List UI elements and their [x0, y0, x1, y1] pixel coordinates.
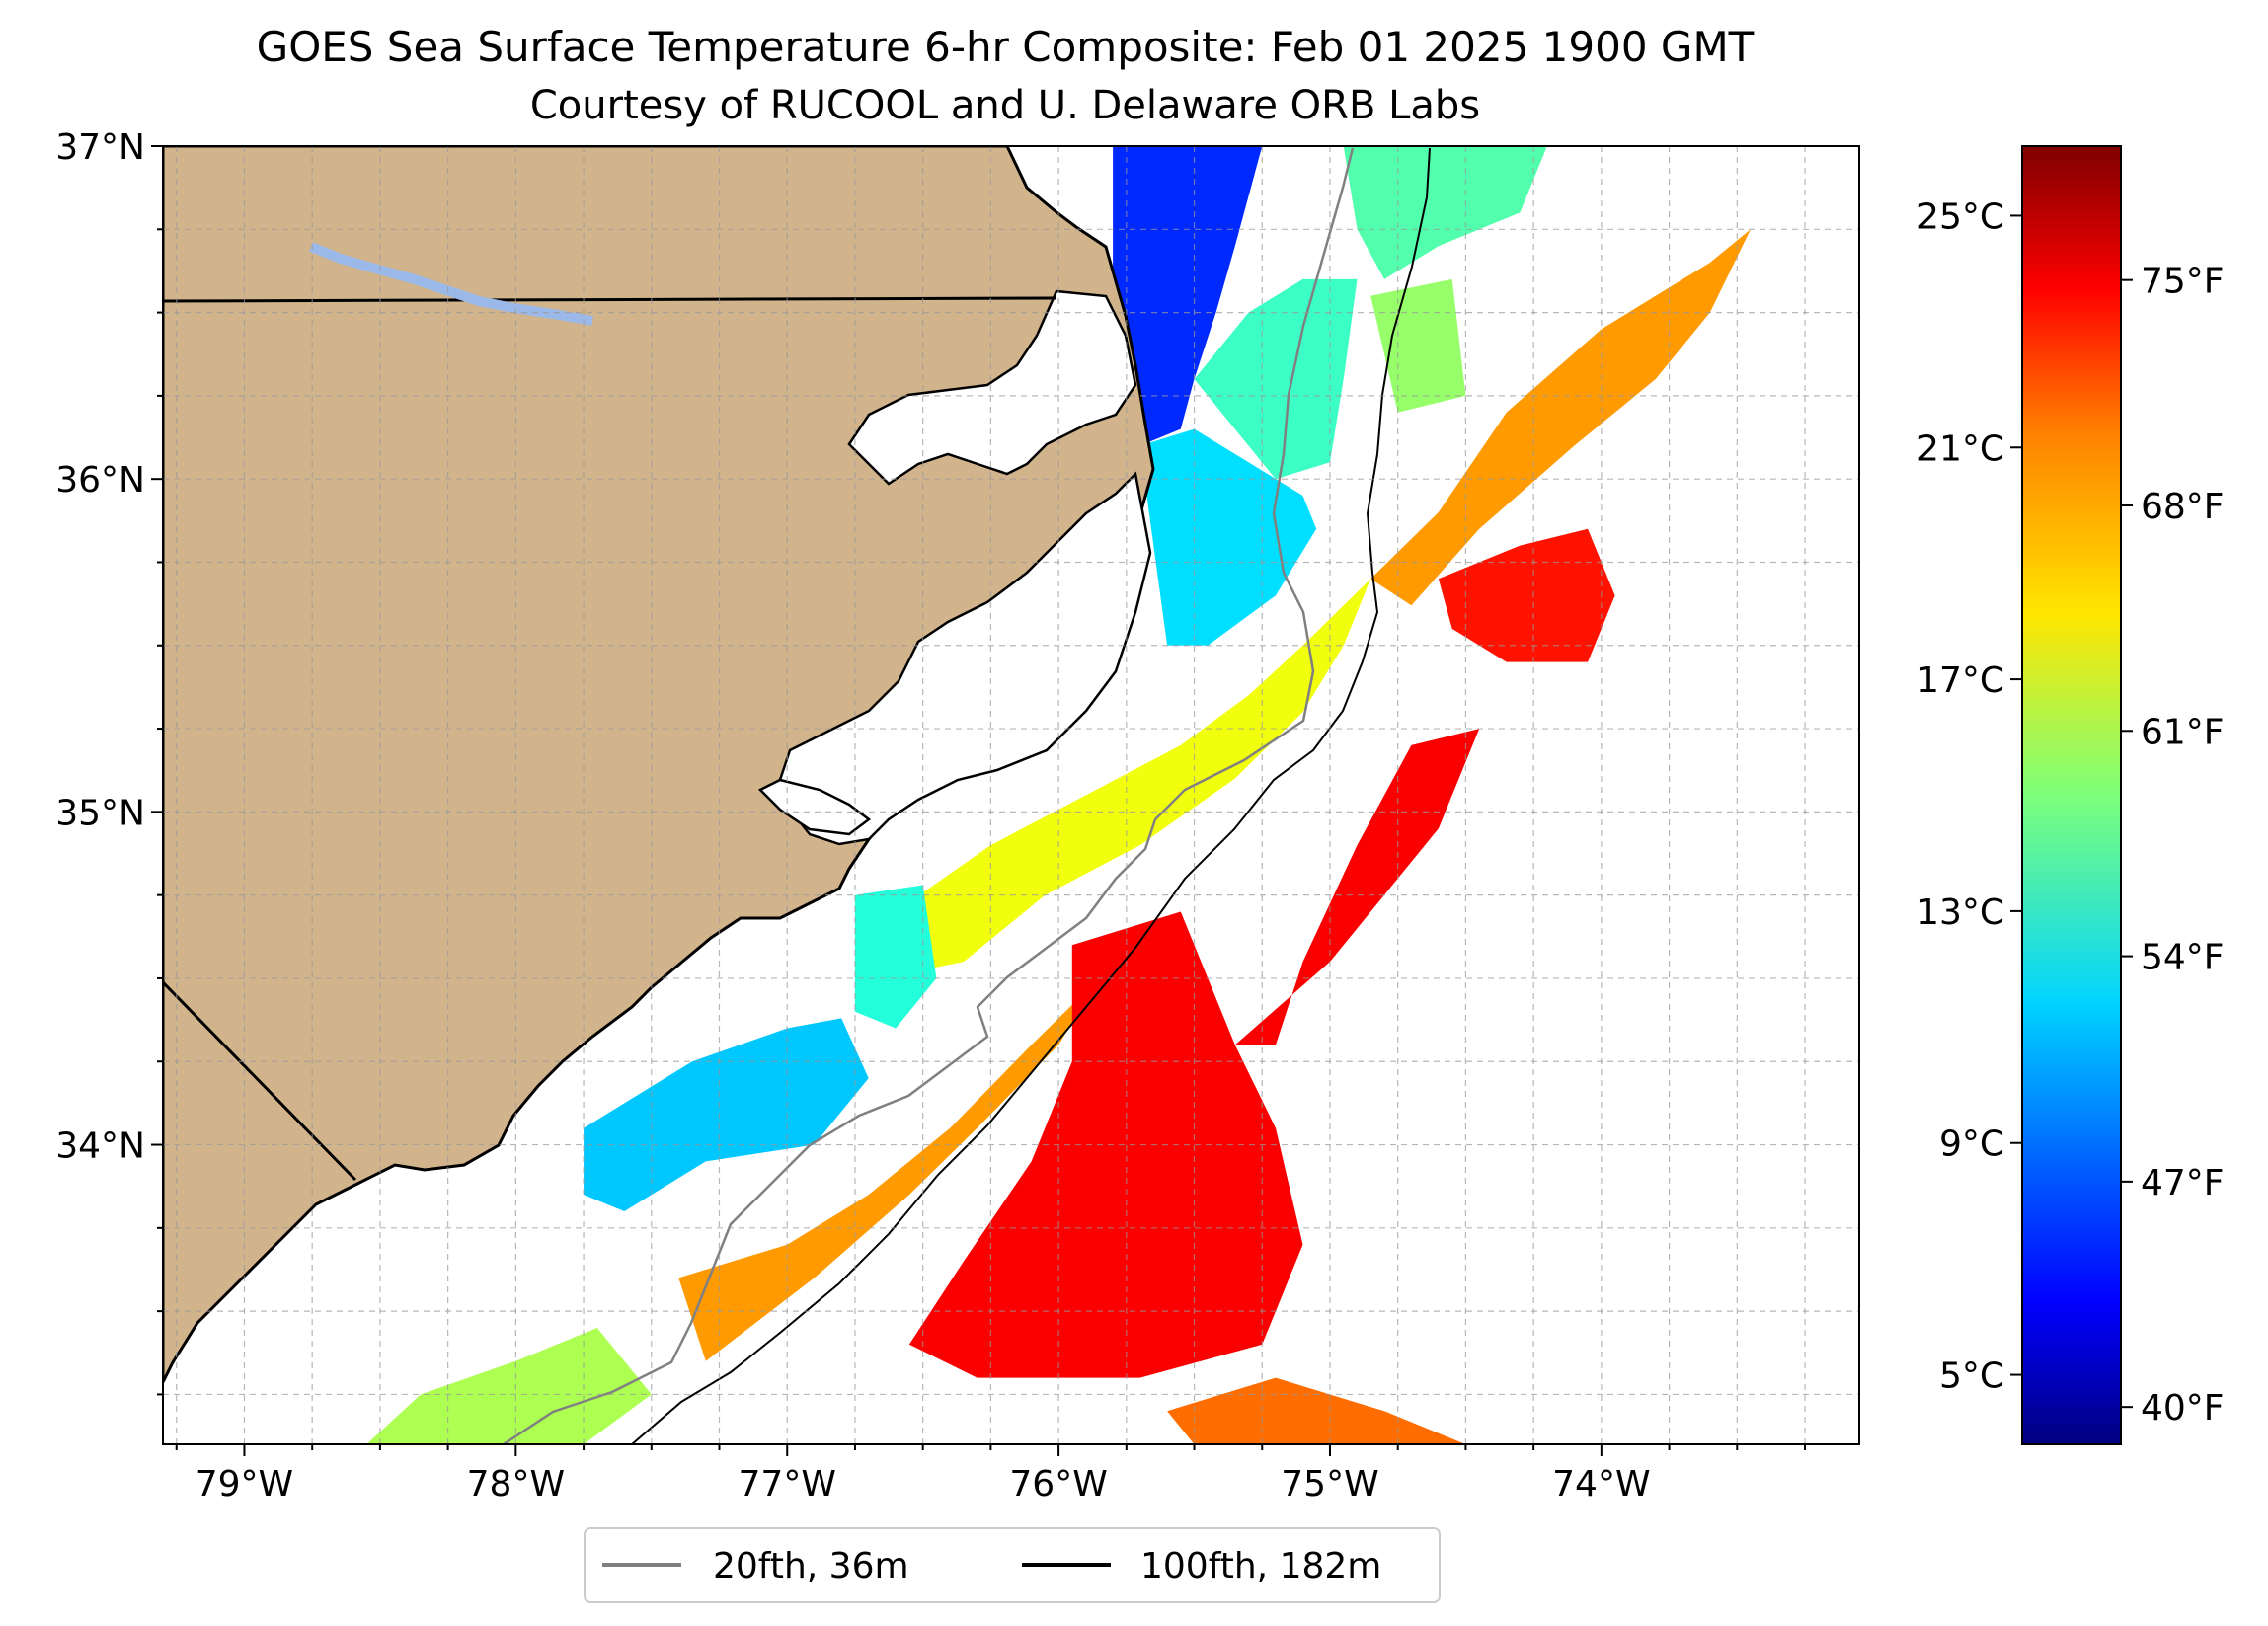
colorbar-celsius-label: 21°C — [1916, 428, 2004, 469]
colorbar: 25°C 21°C 17°C 13°C 9°C 5°C 75°F 68°F 61°F 54°F 4… — [1916, 145, 2225, 1445]
sst-region-southwest-shelf — [366, 1328, 652, 1444]
chart-title: GOES Sea Surface Temperature 6-hr Compos… — [257, 23, 1755, 71]
state-border-nc-sc — [163, 980, 357, 1182]
colorbar-gradient — [2021, 145, 2122, 1445]
colorbar-fahrenheit-label: 40°F — [2141, 1388, 2225, 1429]
isobath-layer — [503, 147, 1431, 1444]
legend-label-100fth: 100fth, 182m — [1140, 1546, 1381, 1587]
sst-region-onslow-bay-cool — [584, 1018, 869, 1211]
sst-region-cool-outer-banks — [1139, 428, 1317, 646]
colorbar-fahrenheit-label: 54°F — [2141, 938, 2225, 978]
colorbar-fahrenheit-label: 61°F — [2141, 712, 2225, 752]
isobath-100fth — [631, 147, 1431, 1444]
map-frame — [162, 145, 1860, 1445]
lon-tick-label: 74°W — [1552, 1464, 1650, 1505]
chart-subtitle: Courtesy of RUCOOL and U. Delaware ORB L… — [530, 83, 1480, 128]
neuse-estuary — [757, 778, 872, 836]
lon-tick-label: 76°W — [1009, 1464, 1107, 1505]
lat-tick-label: 36°N — [55, 460, 145, 501]
kerr-lake — [309, 242, 593, 326]
sst-region-shelf-north-aqua — [1194, 278, 1358, 480]
colorbar-celsius-label: 17°C — [1916, 660, 2004, 701]
lon-tick-label: 77°W — [739, 1464, 836, 1505]
sst-region-gulf-stream-south-east — [1234, 729, 1480, 1045]
map-area — [163, 146, 1859, 1444]
lon-ticks: 79°W 78°W 77°W 76°W 75°W 74°W — [175, 1444, 1807, 1505]
colorbar-celsius-ticks: 25°C 21°C 17°C 13°C 9°C 5°C — [1916, 196, 2022, 1397]
isobath-20fth — [503, 147, 1355, 1444]
grid-layer — [163, 146, 1859, 1444]
legend-box — [584, 1527, 1441, 1603]
colorbar-fahrenheit-label: 47°F — [2141, 1163, 2225, 1203]
lon-tick-label: 78°W — [467, 1464, 565, 1505]
colorbar-celsius-label: 9°C — [1939, 1124, 2004, 1165]
land-layer — [163, 146, 1155, 1383]
sst-region-mid-shelf-cyan — [854, 885, 937, 1029]
legend-label-20fth: 20fth, 36m — [713, 1546, 909, 1587]
sst-region-gulf-stream-north — [1370, 229, 1751, 606]
lat-tick-label: 35°N — [55, 793, 145, 833]
lon-tick-label: 79°W — [196, 1464, 293, 1505]
colorbar-celsius-label: 13°C — [1916, 892, 2004, 933]
lat-tick-label: 34°N — [55, 1126, 145, 1167]
lat-tick-label: 37°N — [55, 127, 145, 168]
sst-region-onslow-warm-band — [678, 977, 1100, 1361]
sst-region-ne-aqua-patch — [1343, 146, 1547, 279]
sst-region-cold-nearshore-north — [1113, 146, 1263, 446]
colorbar-celsius-label: 5°C — [1939, 1356, 2004, 1397]
sst-region-gulf-stream-south-west — [908, 911, 1303, 1378]
colorbar-fahrenheit-label: 75°F — [2141, 262, 2225, 302]
colorbar-fahrenheit-label: 68°F — [2141, 487, 2225, 527]
albemarle-sound — [847, 289, 1137, 486]
lat-ticks: 37°N 36°N 35°N 34°N — [55, 127, 163, 1396]
colorbar-celsius-label: 25°C — [1916, 196, 2004, 237]
lon-tick-label: 75°W — [1281, 1464, 1378, 1505]
colorbar-fahrenheit-ticks: 75°F 68°F 61°F 54°F 47°F 40°F — [2121, 262, 2225, 1429]
legend: 20fth, 36m 100fth, 182m — [584, 1527, 1441, 1603]
